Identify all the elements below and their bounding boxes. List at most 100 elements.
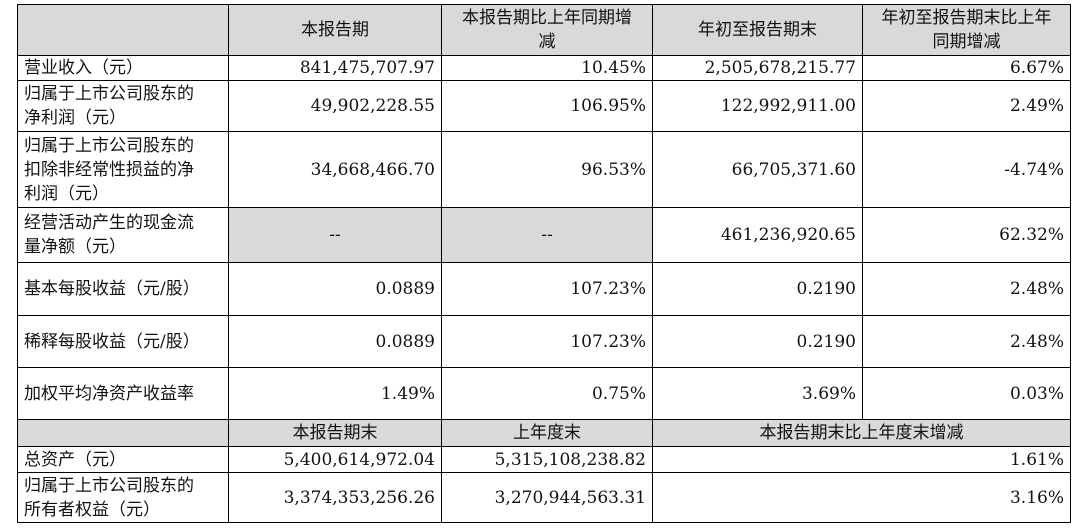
table-cell: 本报告期末比上年度末增减 [652,419,1071,447]
table-row: 稀释每股收益（元/股） 0.0889 107.23% 0.2190 2.48% [17,315,1071,368]
table-cell: 年初至报告期末 [652,4,863,56]
cell-text: 106.95% [570,96,646,116]
cell-text: 5,400,614,972.04 [283,449,435,470]
table-cell [17,419,229,447]
cell-text: 34,668,466.70 [310,159,435,180]
table-cell: 1.61% [652,446,1071,473]
cell-text: 1.49% [380,383,435,404]
table-row: 加权平均净资产收益率 1.49% 0.75% 3.69% 0.03% [17,367,1071,420]
cell-text: 3,374,353,256.26 [283,487,435,508]
cell-text: 3,270,944,563.31 [494,487,646,508]
cell-text: 3.16% [1009,487,1064,508]
cell-text: 加权平均净资产收益率 [24,383,194,404]
table-cell: 49,902,228.55 [228,80,442,132]
cell-text: 年初至报告期末比上年同期增减 [881,8,1052,52]
cell-text: -4.74% [1004,159,1064,180]
cell-text: 0.2190 [796,331,856,352]
cell-text: 归属于上市公司股东的所有者权益（元） [24,475,194,520]
table-cell: 1.49% [228,367,442,420]
cell-text: 营业收入（元） [24,58,143,78]
cell-text: 上年度末 [513,423,581,443]
cell-text: 0.75% [591,383,646,404]
table-row: 本报告期末 上年度末 本报告期末比上年度末增减 [17,419,1071,447]
table-cell: 本报告期比上年同期增减 [441,4,653,56]
cell-text: 6.67% [1009,58,1064,78]
table-cell: -4.74% [862,131,1071,208]
table-cell: 0.03% [862,367,1071,420]
table-cell: 107.23% [441,262,653,316]
table-cell: 归属于上市公司股东的扣除非经常性损益的净利润（元） [17,131,229,208]
financial-table: 本报告期 本报告期比上年同期增减 年初至报告期末 年初至报告期末比上年同期增减营业收入… [17,4,1071,523]
table-row: 归属于上市公司股东的净利润（元） 49,902,228.55 106.95% 122,… [17,80,1071,132]
table-cell: 0.0889 [228,315,442,368]
table-cell: 归属于上市公司股东的净利润（元） [17,80,229,132]
table-cell: 107.23% [441,315,653,368]
table-row: 总资产（元） 5,400,614,972.04 5,315,108,238.82 1.… [17,446,1071,473]
cell-text: 本报告期比上年同期增减 [462,8,632,52]
cell-text: 稀释每股收益（元/股） [24,331,200,352]
table-cell: 3,270,944,563.31 [441,472,653,523]
cell-text: 年初至报告期末 [698,20,817,40]
cell-text: 基本每股收益（元/股） [24,279,200,299]
cell-text: 2.49% [1009,96,1064,116]
table-cell: 2.48% [862,315,1071,368]
table-cell: 3,374,353,256.26 [228,472,442,523]
table-cell: 总资产（元） [17,446,229,473]
table-cell: 营业收入（元） [17,55,229,81]
table-cell: 2.49% [862,80,1071,132]
table-cell: 96.53% [441,131,653,208]
table-row: 归属于上市公司股东的扣除非经常性损益的净利润（元） 34,668,466.70 96… [17,131,1071,208]
table-cell: 上年度末 [441,419,653,447]
table-row: 归属于上市公司股东的所有者权益（元） 3,374,353,256.26 3,270,… [17,472,1071,523]
cell-text: 2.48% [1009,279,1064,299]
cell-text: 10.45% [581,58,646,78]
cell-text: 107.23% [570,279,646,299]
table-cell: 0.2190 [652,262,863,316]
table-cell [17,4,229,56]
cell-text: 461,236,920.65 [720,225,856,245]
table-cell: 3.69% [652,367,863,420]
cell-text: 本报告期 [301,20,369,40]
table-row: 基本每股收益（元/股） 0.0889 107.23% 0.2190 2.48% [17,262,1071,316]
cell-text: 5,315,108,238.82 [494,449,646,470]
cell-text: 2,505,678,215.77 [704,58,856,78]
cell-text: 0.03% [1009,383,1064,404]
table-cell: -- [228,207,442,263]
table-cell: -- [441,207,653,263]
cell-text: 49,902,228.55 [310,96,435,116]
cell-text: -- [541,225,553,245]
table-cell: 106.95% [441,80,653,132]
table-cell: 841,475,707.97 [228,55,442,81]
table-cell: 5,315,108,238.82 [441,446,653,473]
cell-text: 66,705,371.60 [731,159,856,180]
cell-text: 841,475,707.97 [299,58,435,78]
cell-text: -- [329,225,341,245]
table-body: 本报告期 本报告期比上年同期增减 年初至报告期末 年初至报告期末比上年同期增减营业收入… [17,4,1071,523]
table-cell: 归属于上市公司股东的所有者权益（元） [17,472,229,523]
table-cell: 年初至报告期末比上年同期增减 [862,4,1071,56]
table-cell: 6.67% [862,55,1071,81]
cell-text: 总资产（元） [24,449,126,470]
table-cell: 0.75% [441,367,653,420]
table-cell: 10.45% [441,55,653,81]
table-cell: 2.48% [862,262,1071,316]
table-cell: 34,668,466.70 [228,131,442,208]
cell-text: 2.48% [1009,331,1064,352]
cell-text: 0.2190 [796,279,856,299]
table-cell: 66,705,371.60 [652,131,863,208]
table-cell: 本报告期末 [228,419,442,447]
cell-text: 经营活动产生的现金流量净额（元） [24,213,194,257]
cell-text: 归属于上市公司股东的净利润（元） [24,84,194,128]
cell-text: 96.53% [581,159,646,180]
cell-text: 本报告期末 [292,423,378,443]
cell-text: 0.0889 [375,279,435,299]
cell-text: 1.61% [1009,449,1064,470]
table-row: 经营活动产生的现金流量净额（元） -- -- 461,236,920.65 62.32% [17,207,1071,263]
cell-text: 122,992,911.00 [720,96,856,116]
table-cell: 加权平均净资产收益率 [17,367,229,420]
table-cell: 本报告期 [228,4,442,56]
table-cell: 5,400,614,972.04 [228,446,442,473]
cell-text: 归属于上市公司股东的扣除非经常性损益的净利润（元） [24,135,194,204]
table-cell: 122,992,911.00 [652,80,863,132]
